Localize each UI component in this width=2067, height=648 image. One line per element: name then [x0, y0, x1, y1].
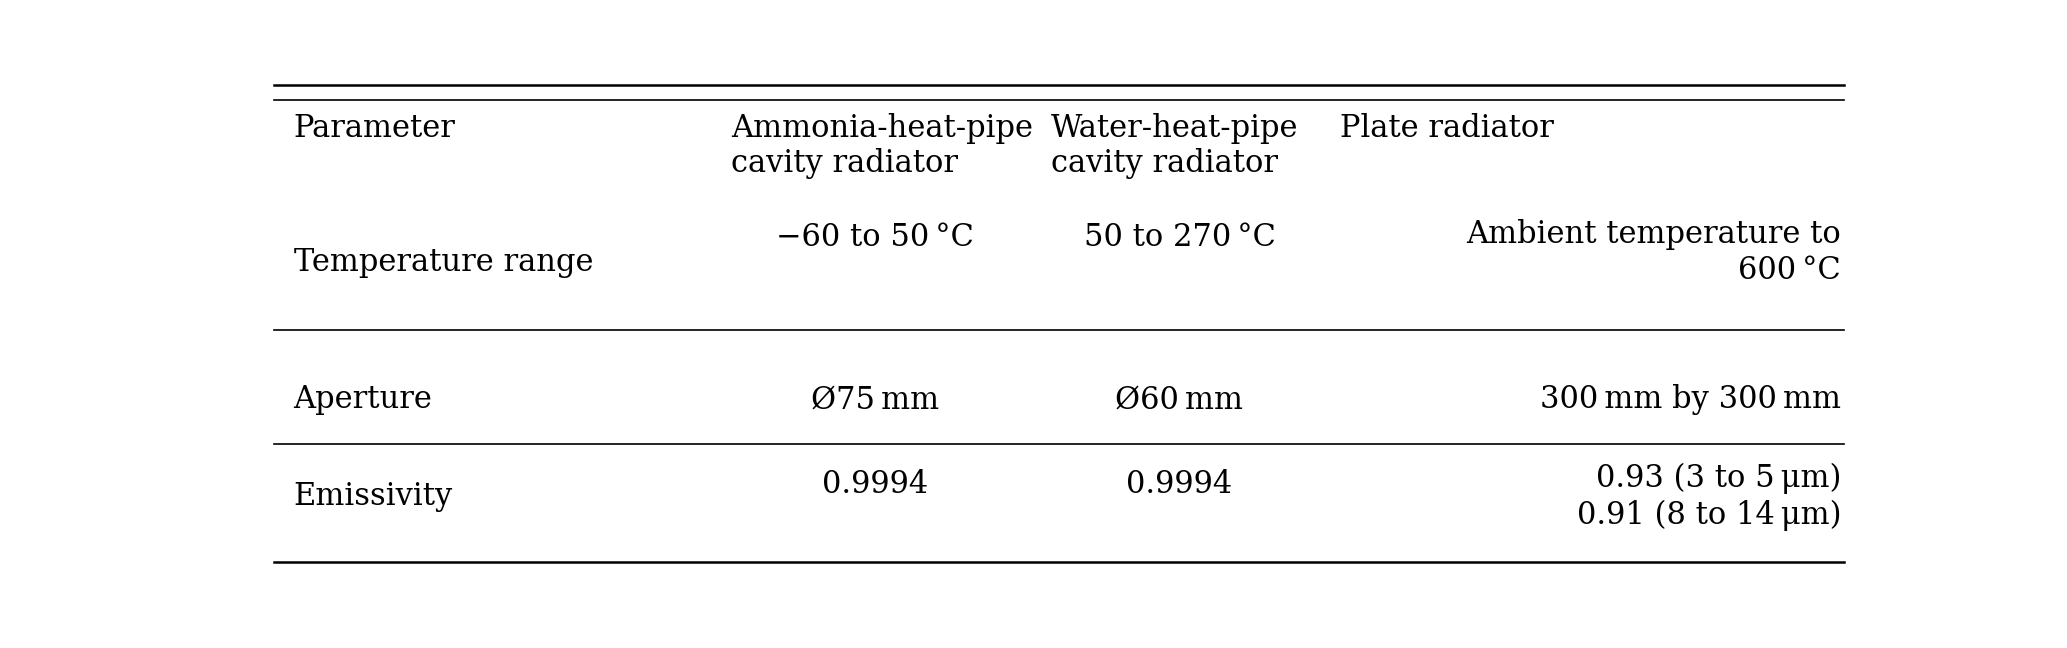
Text: Ambient temperature to
600 °C: Ambient temperature to 600 °C [1466, 219, 1842, 286]
Text: Water-heat-pipe
cavity radiator: Water-heat-pipe cavity radiator [1052, 113, 1298, 179]
Text: Emissivity: Emissivity [294, 481, 453, 513]
Text: Parameter: Parameter [294, 113, 455, 144]
Text: Ø60 mm: Ø60 mm [1116, 384, 1244, 415]
Text: 0.93 (3 to 5 μm)
0.91 (8 to 14 μm): 0.93 (3 to 5 μm) 0.91 (8 to 14 μm) [1577, 463, 1842, 531]
Text: Temperature range: Temperature range [294, 247, 593, 278]
Text: 50 to 270 °C: 50 to 270 °C [1083, 222, 1275, 253]
Text: Ammonia-heat-pipe
cavity radiator: Ammonia-heat-pipe cavity radiator [732, 113, 1034, 179]
Text: Ø75 mm: Ø75 mm [810, 384, 938, 415]
Text: Plate radiator: Plate radiator [1339, 113, 1554, 144]
Text: 300 mm by 300 mm: 300 mm by 300 mm [1540, 384, 1842, 415]
Text: 0.9994: 0.9994 [823, 469, 928, 500]
Text: Aperture: Aperture [294, 384, 432, 415]
Text: 0.9994: 0.9994 [1127, 469, 1232, 500]
Text: −60 to 50 °C: −60 to 50 °C [777, 222, 974, 253]
